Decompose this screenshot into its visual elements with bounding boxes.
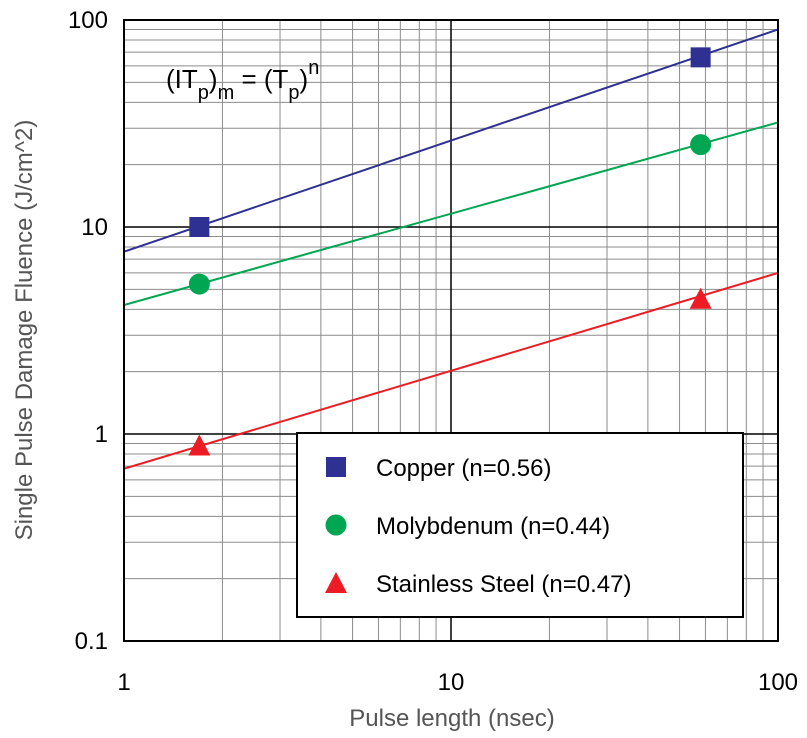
square-point — [189, 217, 210, 237]
eq-rhs-sup: n — [308, 57, 319, 79]
legend-box — [296, 432, 744, 618]
triangle-point — [689, 287, 712, 309]
triangle-point — [188, 434, 211, 456]
eq-lhs-sub: p — [198, 82, 209, 104]
eq-rhs-base: (T — [264, 64, 289, 94]
y-tick-label: 1 — [95, 421, 108, 448]
legend: Copper (n=0.56) Molybdenum (n=0.44) Stainl… — [296, 432, 744, 618]
fit-line — [123, 271, 779, 470]
y-axis-label: Single Pulse Damage Fluence (J/cm^2) — [11, 120, 38, 541]
x-tick-label: 1 — [117, 669, 130, 696]
fit-lines — [123, 28, 779, 470]
eq-equals: = — [234, 64, 264, 94]
eq-rhs-close: ) — [300, 64, 309, 94]
x-axis-label: Pulse length (nsec) — [349, 705, 554, 732]
square-point — [690, 47, 711, 68]
legend-marker-square — [326, 457, 346, 477]
legend-label: Molybdenum (n=0.44) — [376, 513, 610, 540]
eq-lhs-base: (IT — [166, 64, 198, 94]
y-tick-label: 100 — [68, 7, 108, 34]
eq-lhs-close: ) — [209, 64, 218, 94]
plot-frame — [123, 19, 779, 642]
tick-labels: 1 10 100 0.1 1 10 100 — [68, 7, 798, 696]
legend-label: Stainless Steel (n=0.47) — [376, 571, 631, 598]
eq-lhs-sub2: m — [218, 82, 235, 104]
y-tick-label: 0.1 — [75, 628, 108, 655]
legend-marker-triangle — [325, 572, 347, 593]
data-points — [188, 47, 712, 456]
legend-label: Copper (n=0.56) — [376, 455, 551, 482]
eq-rhs-sub: p — [288, 82, 299, 104]
circle-point — [690, 134, 712, 156]
x-tick-label: 100 — [758, 669, 798, 696]
y-tick-label: 10 — [81, 214, 108, 241]
x-tick-label: 10 — [438, 669, 465, 696]
fit-line — [123, 121, 779, 306]
equation-annotation: (ITp)m = (Tp)n — [166, 57, 319, 104]
legend-marker-circle — [325, 514, 347, 536]
circle-point — [188, 273, 210, 295]
fit-line — [123, 28, 779, 253]
